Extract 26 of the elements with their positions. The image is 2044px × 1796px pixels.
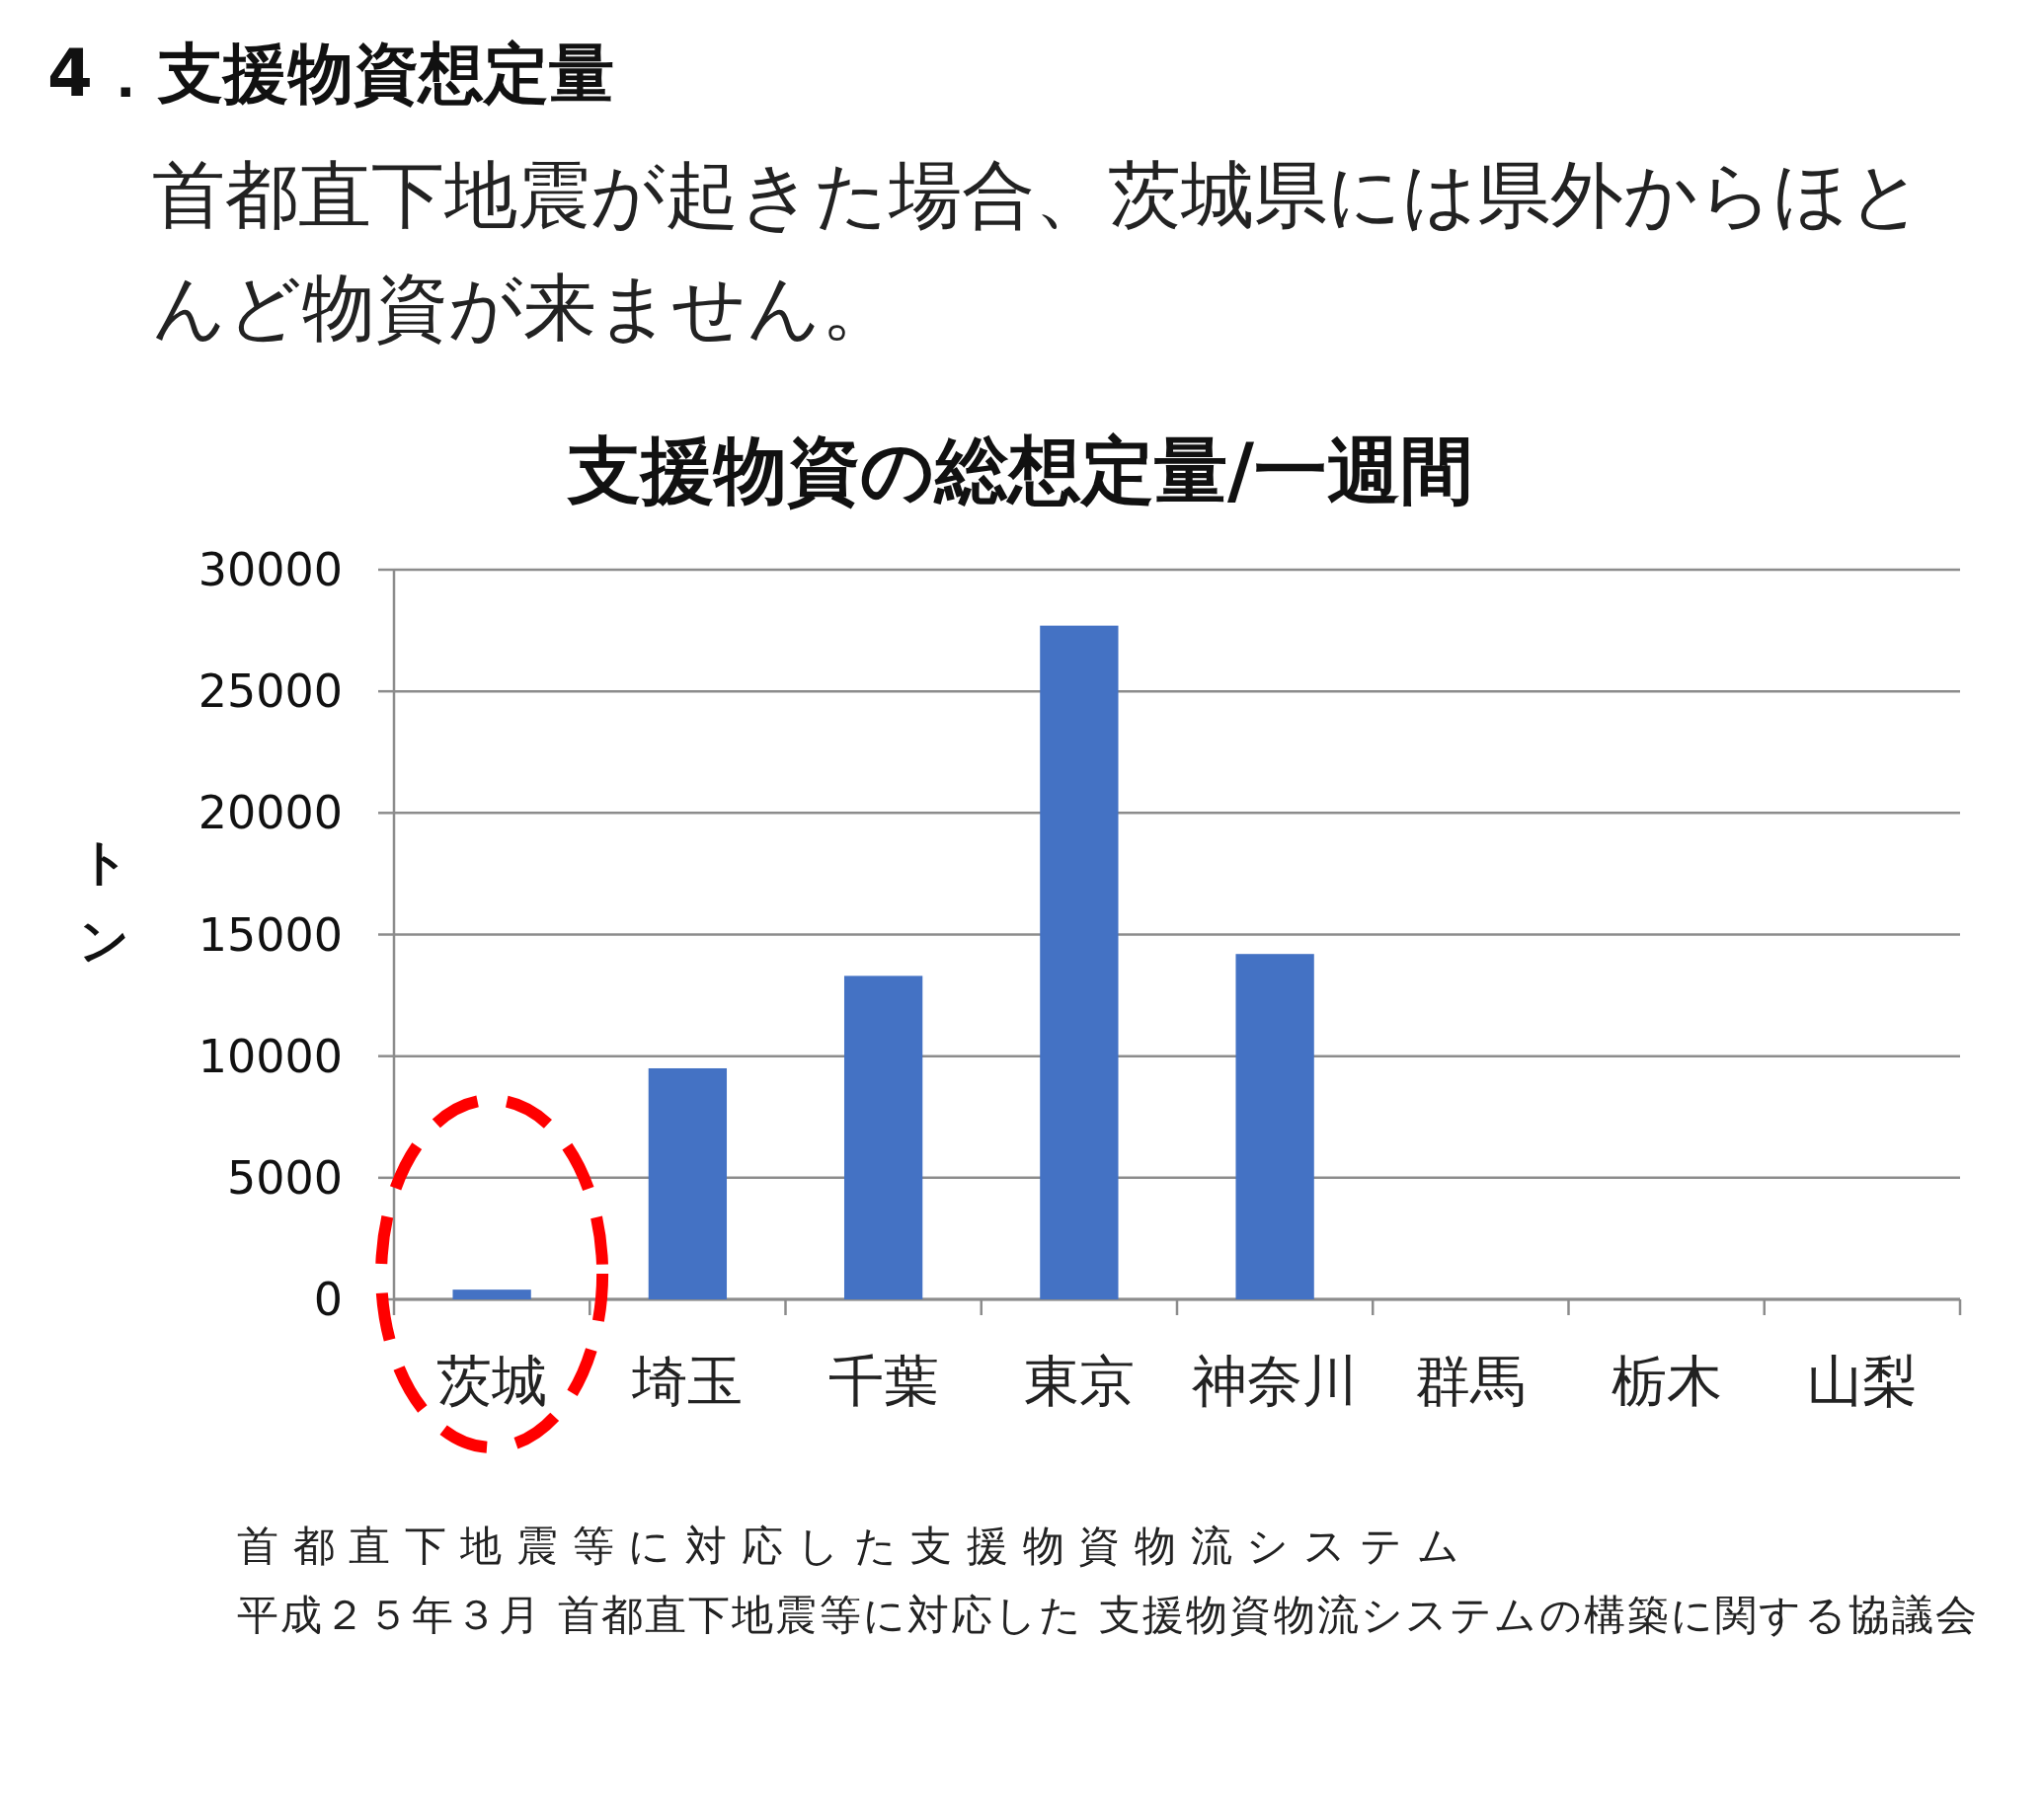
y-tick-label: 25000 [197,664,343,719]
x-tick-label: 山梨 [1806,1349,1918,1413]
bar [452,1289,531,1299]
bar [1040,625,1119,1299]
x-tick-label: 茨城 [436,1349,548,1413]
y-tick-label: 30000 [197,543,343,596]
chart-title: 支援物資の総想定量/一週間 [566,428,1473,512]
x-tick-label: 神奈川 [1192,1349,1359,1413]
x-tick-label: 千葉 [827,1349,939,1413]
y-tick-label: 20000 [197,786,343,840]
y-axis-title: トン [78,833,129,970]
text: 4．支援物資想定量 [47,35,614,114]
y-tick-label: 0 [313,1273,343,1326]
x-tick-label: 栃木 [1611,1349,1722,1413]
x-tick-label: 埼玉 [631,1349,744,1413]
y-tick-label: 5000 [226,1150,343,1205]
bar [648,1067,728,1299]
x-tick-label: 群馬 [1415,1349,1527,1413]
y-tick-label: 10000 [197,1029,343,1083]
chart-subtitle: 首都直下地震が起きた場合、茨城県には県外からほとんど物資が来ません。 [152,151,1925,351]
y-tick-label: 15000 [197,907,343,962]
bar [843,976,923,1299]
x-tick-label: 東京 [1023,1349,1135,1413]
bar [1235,954,1314,1299]
text: 首都直下地震等に対応した支援物資物流システム [237,1522,1459,1570]
text: 平成２５年３月 首都直下地震等に対応した 支援物資物流システムの構築に関する協議会 [237,1591,1977,1639]
